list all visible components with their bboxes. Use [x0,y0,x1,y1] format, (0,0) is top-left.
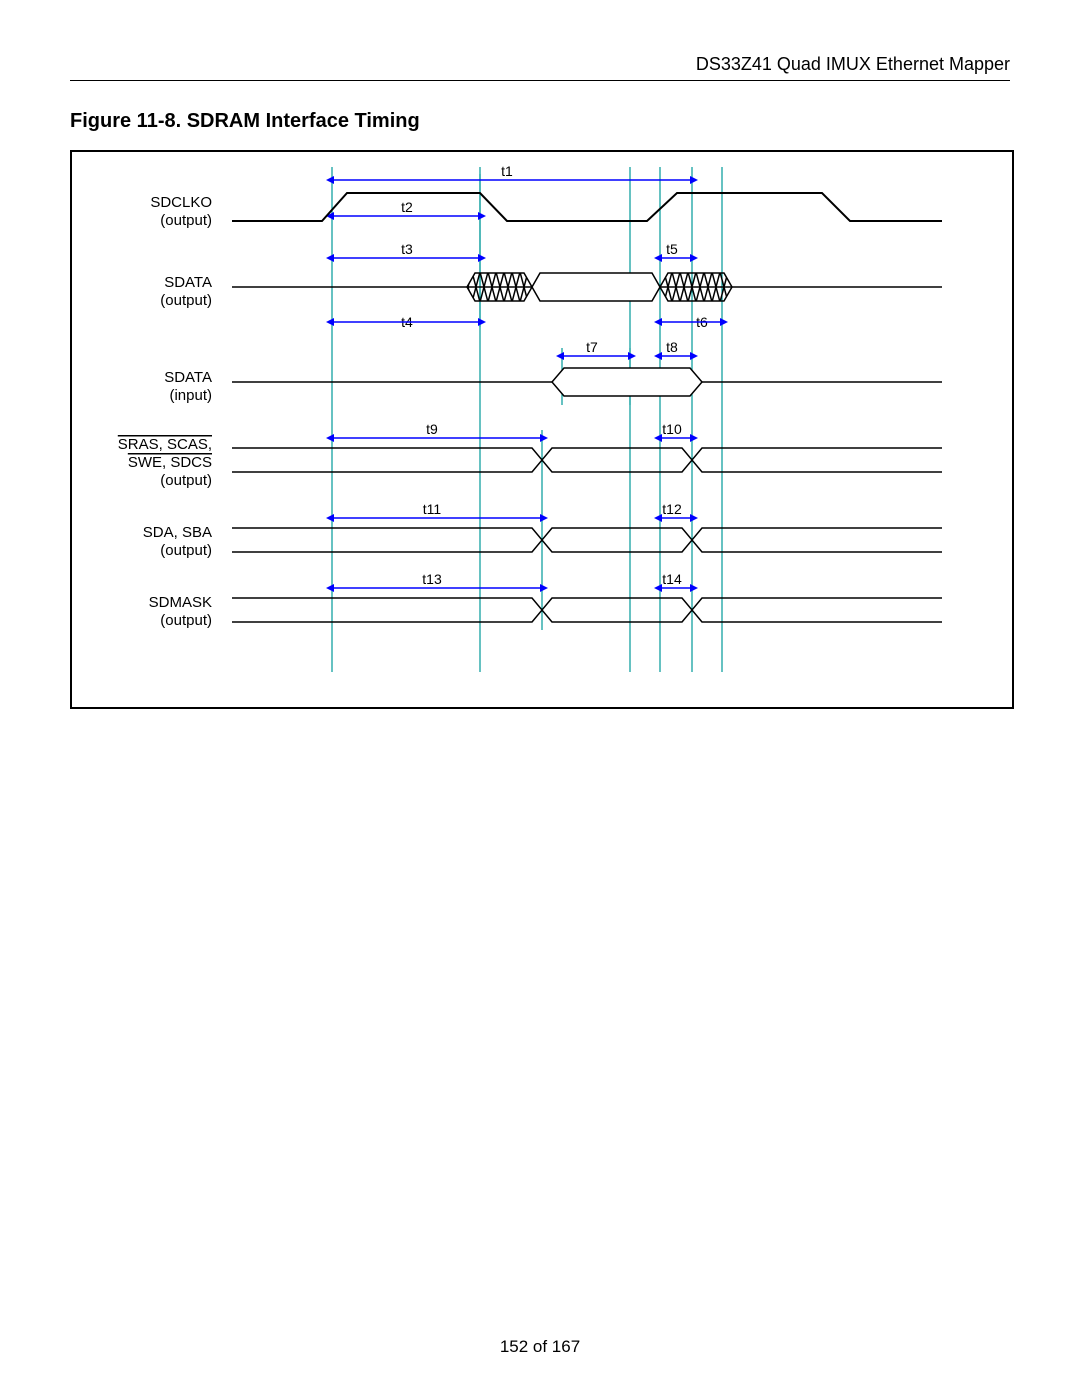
svg-text:(output): (output) [160,542,212,559]
svg-text:t8: t8 [666,339,678,355]
svg-text:t3: t3 [401,241,413,257]
svg-text:t12: t12 [662,501,682,517]
svg-text:t11: t11 [423,501,442,517]
svg-text:t1: t1 [501,163,513,179]
svg-text:(input): (input) [169,387,212,404]
svg-text:t5: t5 [666,241,678,257]
svg-text:SDCLKO: SDCLKO [150,194,212,211]
svg-text:(output): (output) [160,292,212,309]
svg-text:SDATA: SDATA [164,274,212,291]
figure-caption: Figure 11-8. SDRAM Interface Timing [70,110,420,133]
page-number: 152 of 167 [0,1337,1080,1357]
svg-text:SDMASK: SDMASK [149,594,212,611]
svg-text:SDATA: SDATA [164,369,212,386]
header-rule [70,80,1010,81]
svg-text:SWE, SDCS: SWE, SDCS [128,454,212,471]
svg-text:SRAS, SCAS,: SRAS, SCAS, [118,436,212,453]
svg-text:t7: t7 [586,339,598,355]
svg-text:SDA, SBA: SDA, SBA [143,524,212,541]
svg-text:t2: t2 [401,199,413,215]
svg-text:(output): (output) [160,472,212,489]
svg-text:t10: t10 [662,421,682,437]
svg-text:t9: t9 [426,421,438,437]
svg-text:(output): (output) [160,212,212,229]
timing-diagram: SDCLKO(output)SDATA(output)SDATA(input)S… [70,150,1014,709]
svg-text:t14: t14 [662,571,682,587]
svg-text:t13: t13 [422,571,442,587]
doc-title: DS33Z41 Quad IMUX Ethernet Mapper [696,54,1010,75]
timing-svg: SDCLKO(output)SDATA(output)SDATA(input)S… [72,152,1012,707]
svg-text:(output): (output) [160,612,212,629]
